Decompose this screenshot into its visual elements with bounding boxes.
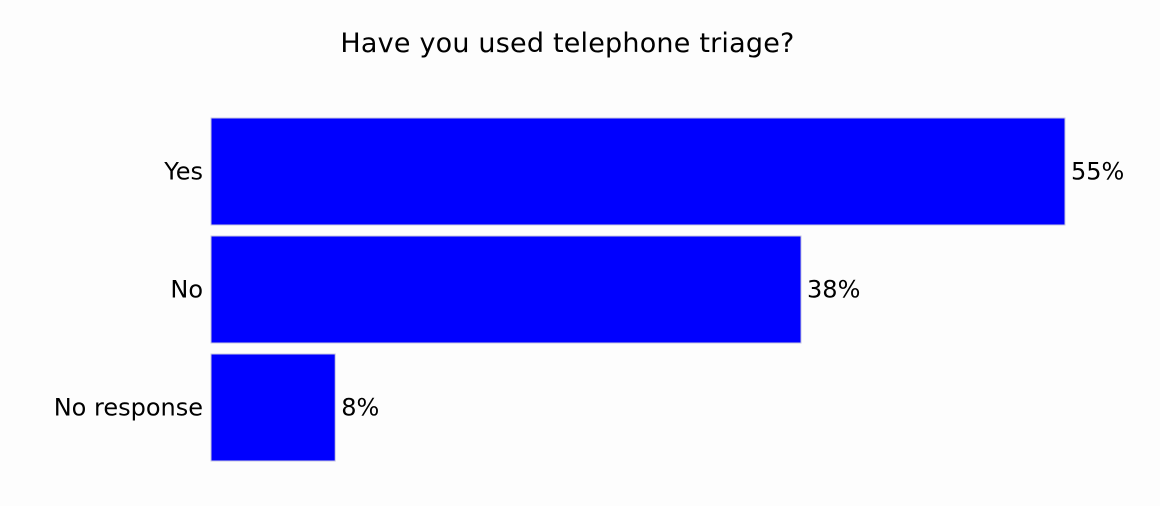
chart-title: Have you used telephone triage?	[340, 28, 795, 59]
value-label-yes: 55%	[1071, 158, 1124, 186]
category-label-no-response: No response	[54, 394, 203, 422]
bar-no	[210, 235, 802, 344]
value-label-no-response: 8%	[341, 394, 379, 422]
value-label-no: 38%	[807, 276, 860, 304]
category-label-no: No	[170, 276, 203, 304]
bar-no-response	[210, 353, 336, 462]
category-label-yes: Yes	[163, 158, 203, 186]
bar-yes	[210, 117, 1066, 226]
